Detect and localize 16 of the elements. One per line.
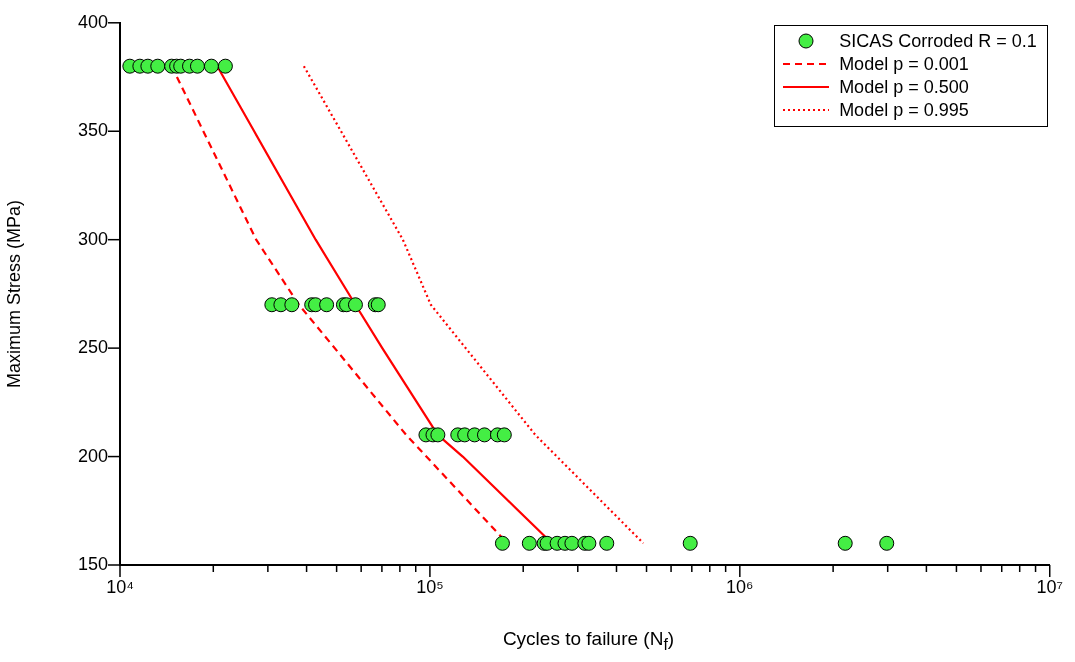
legend-label: Model p = 0.500: [839, 75, 969, 99]
x-axis-title: Cycles to failure (N$_{f}$): [501, 628, 676, 654]
y-axis-title: Maximum Stress (MPa): [3, 199, 24, 388]
y-tick-label: 300: [77, 228, 108, 249]
y-tick-label: 200: [77, 445, 108, 466]
x-tick-label: 10⁵: [416, 576, 444, 597]
y-tick-label: 150: [77, 553, 108, 574]
y-tick-label: 250: [77, 337, 108, 358]
x-tick-label: 10⁶: [726, 576, 754, 597]
x-tick-label: 10⁴: [106, 576, 134, 597]
legend-label: Model p = 0.995: [839, 98, 969, 122]
legend-label: SICAS Corroded R = 0.1: [839, 29, 1037, 53]
y-tick-label: 400: [77, 11, 108, 32]
y-tick-label: 350: [77, 120, 108, 141]
x-tick-label: 10⁷: [1036, 576, 1064, 597]
legend-label: Model p = 0.001: [839, 52, 969, 76]
